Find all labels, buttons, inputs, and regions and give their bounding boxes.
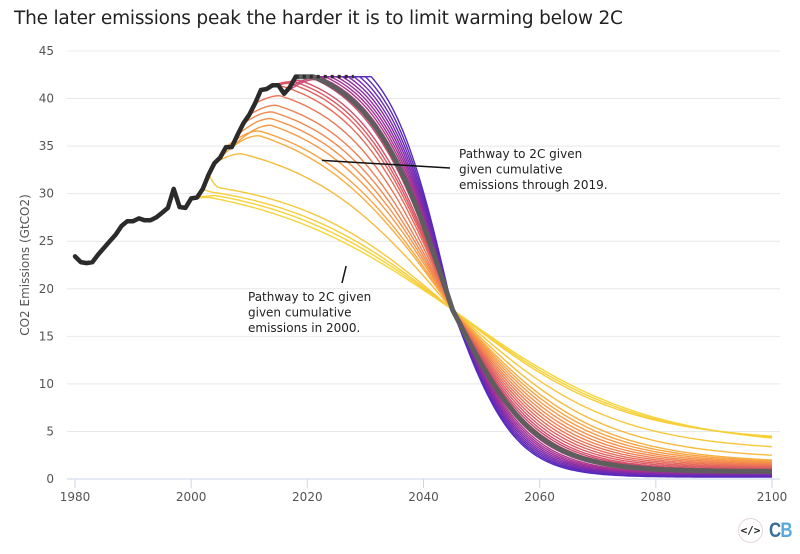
y-tick-label: 5	[46, 424, 54, 438]
y-tick-label: 40	[39, 92, 54, 106]
pathway-line[interactable]	[231, 124, 773, 463]
x-tick-label: 2080	[641, 490, 672, 504]
axes: 0 5 10 15 20 25 30 35 40 45 1980 2000 2020 2040 2060 20…	[18, 44, 787, 504]
x-tick-label: 2060	[524, 490, 555, 504]
annotation-2019-text: Pathway to 2C given	[459, 147, 582, 161]
y-tick-label: 45	[39, 44, 54, 58]
chart-title: The later emissions peak the harder it i…	[14, 8, 623, 29]
pathway-line[interactable]	[243, 111, 773, 465]
pathway-line[interactable]	[237, 117, 772, 464]
x-tick-label: 2100	[757, 490, 788, 504]
y-tick-label: 30	[39, 187, 54, 201]
pathway-line[interactable]	[191, 196, 773, 439]
annotation-leader-line	[341, 265, 347, 284]
annotation-2000-text: Pathway to 2C given	[248, 290, 371, 304]
pathway-line[interactable]	[353, 76, 772, 478]
pathway-line[interactable]	[266, 82, 772, 469]
pathway-line-highlighted[interactable]	[295, 74, 772, 474]
annotation-leader-line	[321, 159, 451, 169]
cb-brand-c: C	[769, 519, 781, 542]
pathway-line[interactable]	[219, 135, 773, 461]
pathway-line[interactable]	[330, 76, 772, 476]
historical-series	[72, 74, 354, 266]
cb-brand-mark[interactable]: CB	[769, 519, 792, 543]
y-tick-label: 35	[39, 139, 54, 153]
pathway-line[interactable]	[196, 194, 773, 438]
pathway-line[interactable]	[307, 76, 772, 474]
annotation-2019-text: given cumulative	[459, 163, 563, 177]
y-tick-label: 15	[39, 329, 54, 343]
x-tick-label: 1980	[60, 490, 91, 504]
pathway-line[interactable]	[272, 80, 773, 470]
y-tick-label: 20	[39, 282, 54, 296]
annotation-2000-text: emissions in 2000.	[248, 321, 360, 335]
annotation-2019-text: emissions through 2019.	[459, 178, 608, 192]
pathway-series	[191, 74, 773, 478]
y-tick-label: 10	[39, 377, 54, 391]
embed-code-icon[interactable]: </>	[738, 518, 763, 543]
pathway-line[interactable]	[260, 85, 772, 468]
pathway-line[interactable]	[254, 95, 773, 467]
x-tick-label: 2020	[292, 490, 323, 504]
carbon-brief-logo: </> CB	[738, 516, 794, 546]
historical-emissions-line[interactable]	[72, 74, 298, 266]
annotation-2000-text: given cumulative	[248, 306, 352, 320]
cb-brand-b: B	[780, 519, 792, 542]
y-axis-title: CO2 Emissions (GtCO2)	[18, 194, 32, 336]
x-tick-label: 2000	[176, 490, 207, 504]
pathway-line[interactable]	[248, 104, 772, 466]
y-tick-label: 25	[39, 234, 54, 248]
pathway-line[interactable]	[207, 174, 773, 448]
y-tick-label: 0	[46, 472, 54, 486]
pathway-line[interactable]	[225, 130, 773, 462]
x-tick-label: 2040	[408, 490, 439, 504]
pathway-line[interactable]	[214, 153, 773, 456]
pathway-line[interactable]	[202, 188, 773, 437]
